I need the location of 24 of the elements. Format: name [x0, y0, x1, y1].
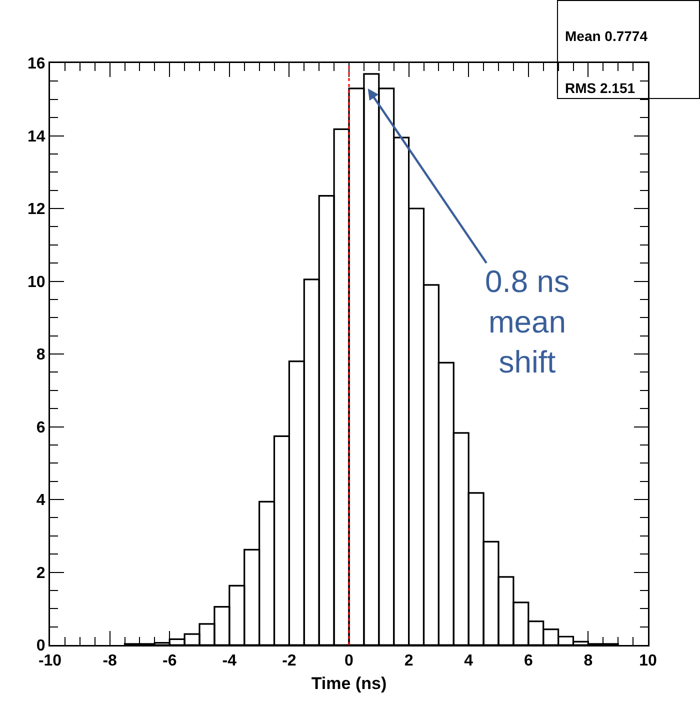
y-tick-label: 0 — [36, 638, 46, 655]
annotation: 0.8 ns mean shift — [485, 264, 570, 380]
x-tick-label: -6 — [162, 652, 177, 670]
y-tick-label: 14 — [28, 128, 46, 146]
x-axis-title: Time (ns) — [311, 674, 387, 693]
x-tick-label: -2 — [282, 652, 296, 670]
y-tick-label: 8 — [36, 346, 46, 364]
x-tick-label: 6 — [524, 652, 533, 670]
x-tick-label: -4 — [222, 652, 237, 670]
x-tick-label: 4 — [464, 652, 474, 670]
annotation: RMS 2.151 — [565, 80, 636, 96]
x-tick-label: 0 — [344, 652, 354, 670]
y-tick-label: 10 — [28, 274, 46, 291]
y-tick-label: 4 — [36, 492, 46, 510]
text: Mean 0.7774 — [565, 28, 648, 44]
x-tick-label: -10 — [38, 652, 62, 670]
x-tick-label: 8 — [584, 652, 593, 670]
y-tick-label: 6 — [36, 419, 46, 436]
x-tick-label: 2 — [404, 652, 414, 670]
x-tick-label: 10 — [639, 652, 657, 670]
y-tick-label: 2 — [36, 564, 46, 582]
x-tick-label: -8 — [102, 652, 118, 670]
y-tick-label: 16 — [28, 56, 46, 73]
y-tick-label: 12 — [28, 201, 46, 218]
